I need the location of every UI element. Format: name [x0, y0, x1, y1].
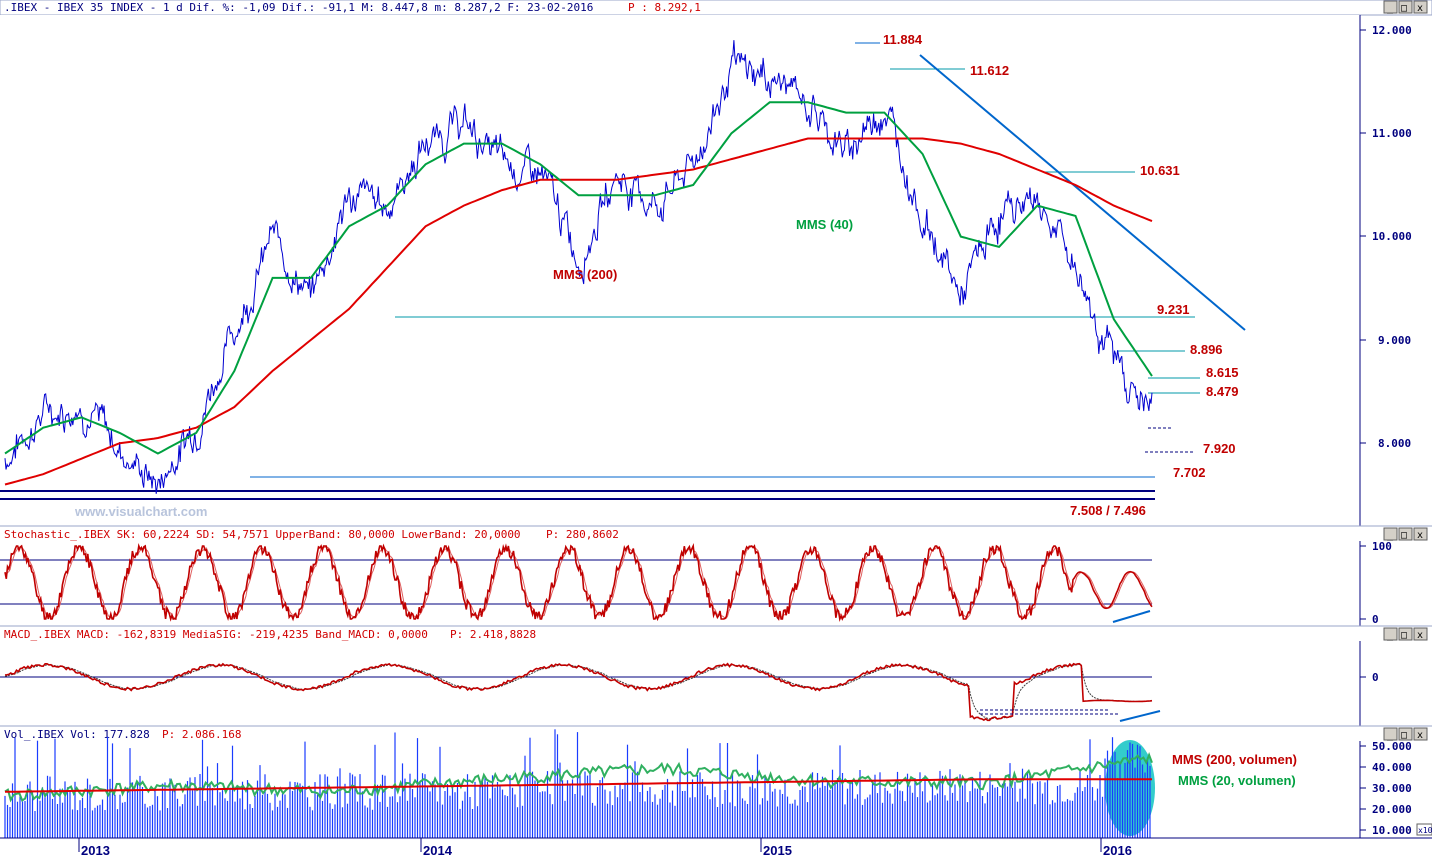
price-header-last: P : 8.292,1 — [628, 1, 701, 14]
close-icon[interactable]: x — [1417, 730, 1423, 741]
x-year-label: 2015 — [763, 843, 792, 857]
price-y-tick: 10.000 — [1372, 230, 1412, 243]
macd-signal-line — [4, 663, 1153, 720]
level-label: 8.479 — [1206, 384, 1239, 399]
stoch-divergence-line — [1112, 610, 1151, 623]
level-label: 11.612 — [970, 63, 1009, 78]
volume-y-axis: 50.000 40.000 30.000 20.000 10.000 — [1360, 740, 1412, 837]
macd-window-buttons[interactable]: _ □ x — [1383, 627, 1428, 641]
vol-mms200-annotation: MMS (200, volumen) — [1172, 752, 1297, 767]
stoch-sk-line — [4, 543, 1153, 623]
volume-multiplier: x10 — [1418, 826, 1432, 835]
macd-header: MACD_.IBEX MACD: -162,8319 MediaSIG: -21… — [4, 628, 428, 641]
stoch-y-tick: 0 — [1372, 613, 1379, 626]
stochastic-panel: Stochastic_.IBEX SK: 60,2224 SD: 54,7571… — [0, 527, 1432, 627]
price-panel: .IBEX - IBEX 35 INDEX - 1 d Dif. %: -1,0… — [0, 0, 1432, 527]
mms200-line — [4, 137, 1153, 486]
stochastic-window-buttons[interactable]: _ □ x — [1383, 527, 1428, 541]
volume-mms200-line — [4, 778, 1152, 793]
price-y-tick: 11.000 — [1372, 127, 1412, 140]
level-label: 8.896 — [1190, 342, 1223, 357]
price-y-tick: 12.000 — [1372, 24, 1412, 37]
vol-y-tick: 30.000 — [1372, 782, 1412, 795]
macd-y-tick: 0 — [1372, 671, 1379, 684]
volume-header: Vol_.IBEX Vol: 177.828 — [4, 728, 150, 741]
vol-mms20-annotation: MMS (20, volumen) — [1178, 773, 1296, 788]
vol-y-tick: 10.000 — [1372, 824, 1412, 837]
x-year-label: 2014 — [423, 843, 453, 857]
stochastic-header: Stochastic_.IBEX SK: 60,2224 SD: 54,7571… — [4, 528, 521, 541]
level-label: 10.631 — [1140, 163, 1180, 178]
close-icon[interactable]: x — [1417, 3, 1423, 14]
volume-header-last: P: 2.086.168 — [162, 728, 241, 741]
price-series-line — [4, 40, 1153, 494]
x-axis: 2013 2014 2015 2016 — [0, 837, 1432, 857]
vol-y-tick: 40.000 — [1372, 761, 1412, 774]
volume-panel: Vol_.IBEX Vol: 177.828 P: 2.086.168 MMS … — [0, 727, 1432, 838]
level-label: 11.884 — [883, 32, 923, 47]
macd-panel: MACD_.IBEX MACD: -162,8319 MediaSIG: -21… — [0, 627, 1432, 727]
maximize-icon[interactable]: □ — [1401, 630, 1407, 641]
price-header: .IBEX - IBEX 35 INDEX - 1 d Dif. %: -1,0… — [4, 1, 593, 14]
minimize-icon[interactable]: _ — [1387, 730, 1394, 741]
stoch-sd-line — [4, 545, 1153, 620]
vol-y-tick: 50.000 — [1372, 740, 1412, 753]
macd-line — [4, 662, 1153, 722]
close-icon[interactable]: x — [1417, 630, 1423, 641]
level-label: 8.615 — [1206, 365, 1239, 380]
macd-divergence-line — [1119, 710, 1161, 722]
level-labels: 11.884 11.612 10.631 9.231 8.896 8.615 8… — [883, 32, 1239, 518]
close-icon[interactable]: x — [1417, 530, 1423, 541]
watermark: www.visualchart.com — [74, 504, 207, 519]
level-label: 7.702 — [1173, 465, 1206, 480]
maximize-icon[interactable]: □ — [1401, 730, 1407, 741]
macd-header-last: P: 2.418,8828 — [450, 628, 536, 641]
mms40-line — [4, 101, 1153, 455]
price-y-axis: 12.000 11.000 10.000 9.000 8.000 — [1360, 24, 1412, 450]
maximize-icon[interactable]: □ — [1401, 530, 1407, 541]
minimize-icon[interactable]: _ — [1387, 3, 1394, 14]
x-year-label: 2013 — [81, 843, 110, 857]
mms200-annotation: MMS (200) — [553, 267, 617, 282]
minimize-icon[interactable]: _ — [1387, 530, 1394, 541]
price-y-tick: 9.000 — [1378, 334, 1411, 347]
mms40-annotation: MMS (40) — [796, 217, 853, 232]
resistance-trendline — [919, 54, 1246, 331]
stoch-y-tick: 100 — [1372, 540, 1392, 553]
level-label: 7.508 / 7.496 — [1070, 503, 1146, 518]
vol-y-tick: 20.000 — [1372, 803, 1412, 816]
volume-window-buttons[interactable]: _ □ x — [1383, 727, 1428, 741]
level-label: 7.920 — [1203, 441, 1236, 456]
minimize-icon[interactable]: _ — [1387, 630, 1394, 641]
level-lines — [0, 42, 1246, 500]
level-label: 9.231 — [1157, 302, 1190, 317]
maximize-icon[interactable]: □ — [1401, 3, 1407, 14]
price-window-buttons[interactable]: _ □ x — [1383, 0, 1428, 14]
price-y-tick: 8.000 — [1378, 437, 1411, 450]
volume-mms20-line — [4, 752, 1153, 803]
x-year-label: 2016 — [1103, 843, 1132, 857]
stochastic-header-last: P: 280,8602 — [546, 528, 619, 541]
